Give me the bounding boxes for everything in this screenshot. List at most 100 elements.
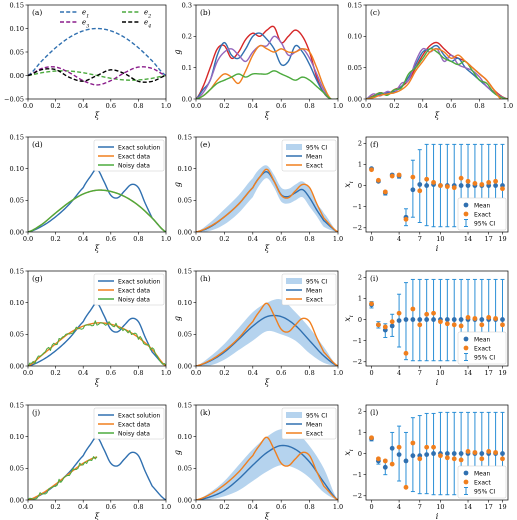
mean-point — [389, 445, 395, 451]
legend-label: Noisy data — [118, 162, 150, 169]
panel-label: (d) — [32, 140, 43, 149]
panel-label: (h) — [200, 274, 211, 283]
plot-area — [196, 25, 338, 99]
series-line-1 — [196, 32, 338, 99]
mean-point — [410, 453, 416, 459]
y-tick-label: 0.15 — [10, 267, 24, 275]
exact-point — [376, 177, 381, 183]
series-line-noisy-data — [28, 456, 98, 500]
y-tick-label: 0.2 — [182, 33, 192, 41]
panel-label: (g) — [32, 274, 43, 283]
panel-b: 0.0 0.2 0.4 0.6 0.8 1.0 0.0 0.1 0.2 0.3 (b) ξ g — [173, 1, 343, 120]
exact-point — [417, 456, 423, 462]
x-tick-label: 0.0 — [191, 235, 201, 243]
legend-label: e4 — [144, 19, 151, 30]
exact-point — [431, 179, 436, 185]
mean-point — [479, 451, 485, 456]
x-tick-label: 0.4 — [78, 503, 88, 511]
x-tick-label: 0.0 — [23, 503, 33, 511]
x-tick-label: 0 — [369, 235, 373, 243]
y-tick-label: 0.00 — [10, 228, 24, 236]
exact-point — [424, 176, 430, 182]
exact-point — [403, 216, 409, 222]
exact-point — [417, 188, 423, 194]
legend-label: Exact solution — [118, 278, 161, 285]
legend-label: Exact data — [118, 153, 150, 160]
exact-point — [438, 453, 443, 459]
x-tick-label: 0.6 — [106, 369, 116, 377]
panel-label: (c) — [370, 8, 380, 17]
y-tick-label: 0.05 — [10, 197, 24, 205]
x-tick-label: 4 — [397, 369, 401, 377]
x-axis-label: ξ — [95, 111, 100, 120]
x-tick-label: 1.0 — [333, 102, 343, 110]
panel-g: 0.0 0.2 0.4 0.6 0.8 1.0 0.00 0.05 0.10 0.15 (g) ξ Ex… — [10, 267, 172, 387]
panel-label: (k) — [200, 408, 210, 417]
exact-point — [376, 322, 381, 328]
exact-point — [369, 167, 374, 173]
x-tick-label: 0.2 — [389, 102, 399, 110]
x-tick-label: 10 — [436, 369, 444, 377]
mean-point — [444, 451, 450, 456]
legend-box — [457, 197, 507, 231]
y-tick-label: 0 — [358, 316, 362, 324]
panel-e: 0.0 0.2 0.4 0.6 0.8 1.0 0.00 0.05 0.10 0.15 (e) ξ g 9… — [173, 133, 343, 253]
exact-point — [389, 461, 395, 467]
plot-area — [196, 299, 338, 366]
exact-point — [486, 315, 492, 320]
exact-point — [389, 319, 395, 325]
legend-ci-label: 95% CI — [306, 145, 327, 152]
exact-point — [369, 301, 374, 307]
y-tick-label: 0.0 — [182, 95, 192, 103]
legend-mean-swatch — [463, 336, 469, 342]
plot-area — [28, 436, 166, 500]
x-tick-label: 0.8 — [304, 503, 314, 511]
x-tick-label: 4 — [397, 235, 401, 243]
plot-area — [28, 302, 166, 366]
x-tick-label: 0.2 — [50, 235, 60, 243]
x-tick-label: 1.0 — [161, 503, 171, 511]
y-axis-label: xi — [343, 449, 355, 456]
x-axis-label: i — [436, 244, 439, 253]
y-axis-label: g — [173, 316, 182, 321]
mean-point — [458, 317, 464, 322]
exact-point — [382, 458, 388, 464]
x-tick-label: 0.8 — [474, 102, 484, 110]
exact-point — [396, 172, 402, 178]
y-axis-label: xi — [343, 181, 355, 188]
x-tick-label: 0.2 — [50, 503, 60, 511]
exact-point — [500, 186, 505, 192]
y-tick-label: 0.00 — [178, 496, 192, 504]
series-line-exact-solution — [28, 436, 166, 500]
x-tick-label: 0.6 — [276, 235, 286, 243]
x-tick-label: 14 — [464, 235, 472, 243]
axes-frame — [27, 136, 167, 233]
legend-box — [457, 465, 507, 499]
x-tick-label: 0.2 — [50, 102, 60, 110]
legend: Mean Exact 95% CI — [457, 197, 507, 231]
y-tick-label: 0.00 — [10, 496, 24, 504]
series-line-noisy-data — [28, 320, 166, 366]
y-tick-label: 0.15 — [10, 133, 24, 141]
legend-ci-swatch — [286, 278, 302, 284]
series-line-4 — [366, 48, 508, 99]
x-tick-label: 0.6 — [276, 503, 286, 511]
mean-point — [417, 317, 423, 322]
mean-point — [431, 451, 436, 456]
y-axis-label-subscript: i — [349, 449, 355, 451]
mean-point — [500, 451, 505, 456]
exact-point — [382, 189, 388, 195]
x-tick-label: 0.6 — [276, 369, 286, 377]
legend-ci-swatch — [286, 144, 302, 150]
exact-point — [410, 440, 416, 446]
mean-point — [444, 317, 450, 322]
exact-point — [382, 324, 388, 330]
exact-point — [389, 173, 395, 179]
panel-label: (i) — [370, 274, 378, 283]
legend-label: Exact data — [118, 421, 150, 428]
exact-point — [486, 449, 492, 454]
x-tick-label: 14 — [464, 369, 472, 377]
x-axis-label: ξ — [265, 244, 270, 253]
